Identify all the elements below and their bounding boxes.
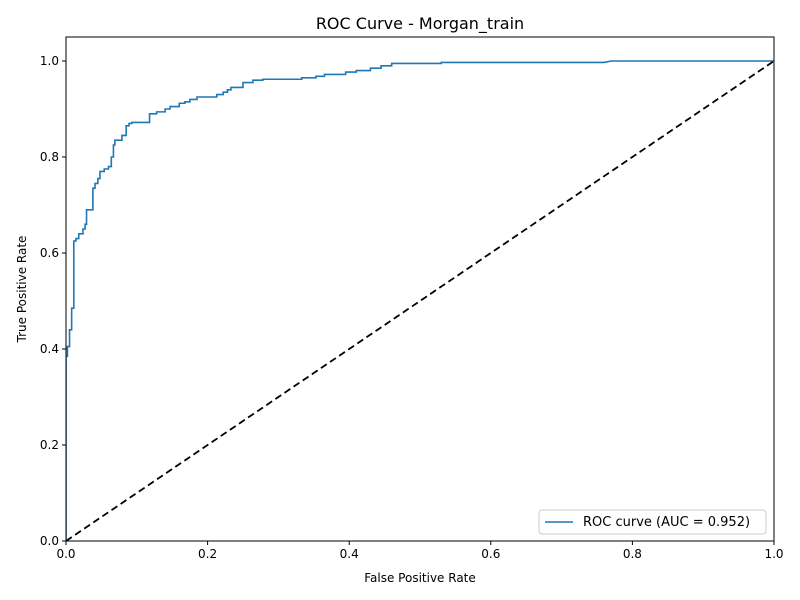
y-tick-label: 0.2 [40, 438, 59, 452]
plot-frame [65, 36, 775, 542]
chart-title: ROC Curve - Morgan_train [316, 14, 524, 34]
x-tick-label: 0.4 [340, 547, 359, 561]
x-tick-label: 0.0 [56, 547, 75, 561]
legend-frame [538, 509, 767, 535]
y-tick-label: 0.0 [40, 534, 59, 548]
x-tick-label: 1.0 [764, 547, 783, 561]
y-tick-label: 0.6 [40, 246, 59, 260]
x-tick-label: 0.2 [198, 547, 217, 561]
legend: ROC curve (AUC = 0.952) [538, 509, 767, 535]
plot-area: 0.0 0.2 0.4 0.6 0.8 1.0 0.0 0.2 0.4 0.6 0.8 1.0 [40, 36, 784, 561]
y-tick-label: 0.8 [40, 150, 59, 164]
x-tick-label: 0.8 [623, 547, 642, 561]
y-tick-label: 1.0 [40, 54, 59, 68]
y-tick-label: 0.4 [40, 342, 59, 356]
x-tick-label: 0.6 [481, 547, 500, 561]
y-axis-label: True Positive Rate [15, 236, 29, 344]
legend-entry-roc: ROC curve (AUC = 0.952) [583, 515, 750, 530]
x-axis-label: False Positive Rate [364, 571, 476, 585]
roc-curve-line [66, 60, 774, 541]
